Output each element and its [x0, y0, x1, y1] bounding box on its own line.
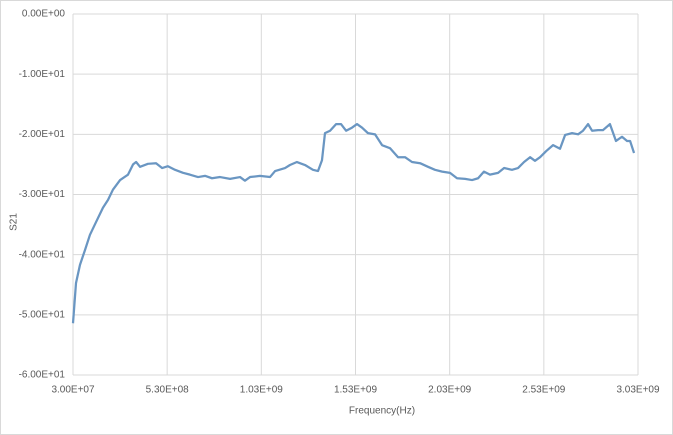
y-tick-label: -1.00E+01	[19, 69, 66, 80]
x-tick-label: 5.30E+08	[146, 385, 190, 396]
x-axis-label: Frequency(Hz)	[349, 406, 415, 417]
x-tick-label: 3.03E+09	[616, 385, 660, 396]
x-tick-label: 1.53E+09	[334, 385, 378, 396]
y-tick-label: -6.00E+01	[19, 370, 66, 381]
y-tick-label: -2.00E+01	[19, 129, 66, 140]
x-tick-label: 2.53E+09	[522, 385, 566, 396]
y-tick-label: 0.00E+00	[22, 9, 66, 20]
y-axis-label: S21	[9, 213, 20, 231]
data-line	[71, 122, 636, 324]
y-tick-label: -3.00E+01	[19, 189, 66, 200]
y-tick-label: -4.00E+01	[19, 249, 66, 260]
x-tick-label: 1.03E+09	[240, 385, 284, 396]
x-tick-label: 3.00E+07	[51, 385, 95, 396]
y-tick-label: -5.00E+01	[19, 309, 66, 320]
x-tick-label: 2.03E+09	[428, 385, 472, 396]
